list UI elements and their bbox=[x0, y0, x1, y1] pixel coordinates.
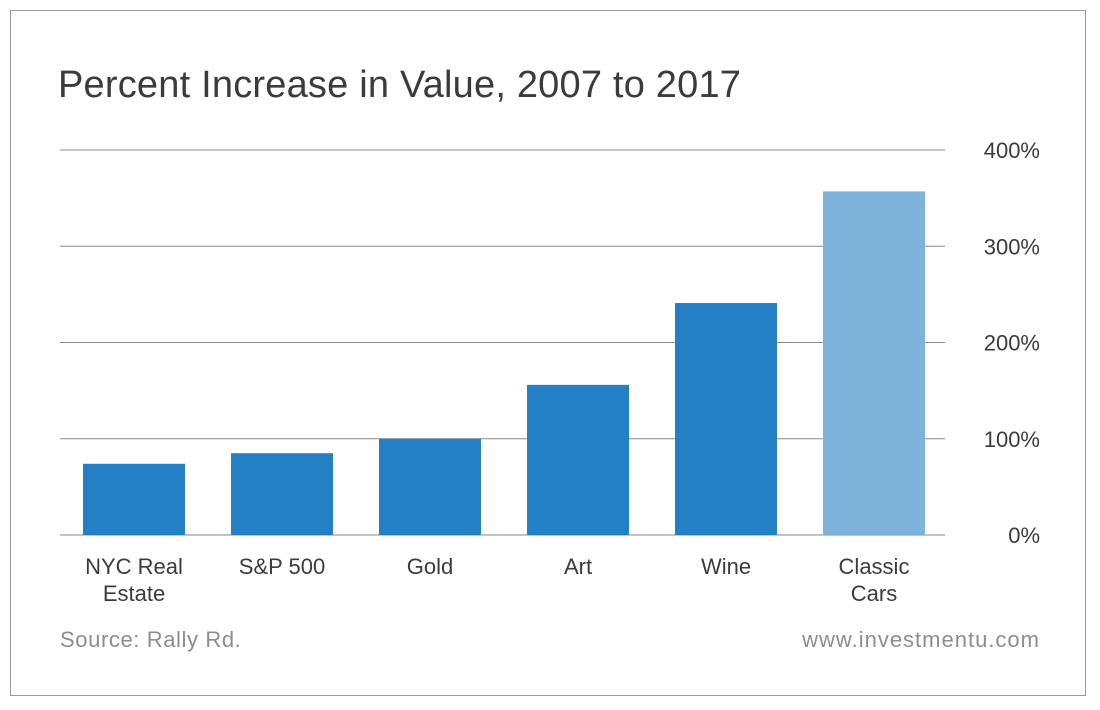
x-tick-label: Art bbox=[564, 554, 592, 579]
y-tick-label: 200% bbox=[984, 331, 1040, 356]
bar bbox=[231, 453, 333, 535]
bar bbox=[823, 191, 925, 535]
y-tick-label: 300% bbox=[984, 234, 1040, 259]
y-tick-label: 100% bbox=[984, 427, 1040, 452]
y-tick-label: 400% bbox=[984, 138, 1040, 163]
bar bbox=[83, 463, 185, 535]
x-tick-label: Estate bbox=[103, 581, 165, 606]
bar bbox=[527, 384, 629, 535]
y-tick-label: 0% bbox=[1008, 523, 1040, 548]
x-tick-label: Cars bbox=[851, 581, 897, 606]
chart-title: Percent Increase in Value, 2007 to 2017 bbox=[58, 64, 742, 106]
x-tick-label: Gold bbox=[407, 554, 453, 579]
bar bbox=[379, 438, 481, 535]
source-note: Source: Rally Rd. bbox=[60, 627, 242, 652]
x-tick-label: S&P 500 bbox=[239, 554, 325, 579]
bar bbox=[675, 303, 777, 535]
website-credit: www.investmentu.com bbox=[802, 627, 1040, 652]
x-tick-label: Classic bbox=[839, 554, 910, 579]
x-tick-label: Wine bbox=[701, 554, 751, 579]
x-tick-label: NYC Real bbox=[85, 554, 183, 579]
